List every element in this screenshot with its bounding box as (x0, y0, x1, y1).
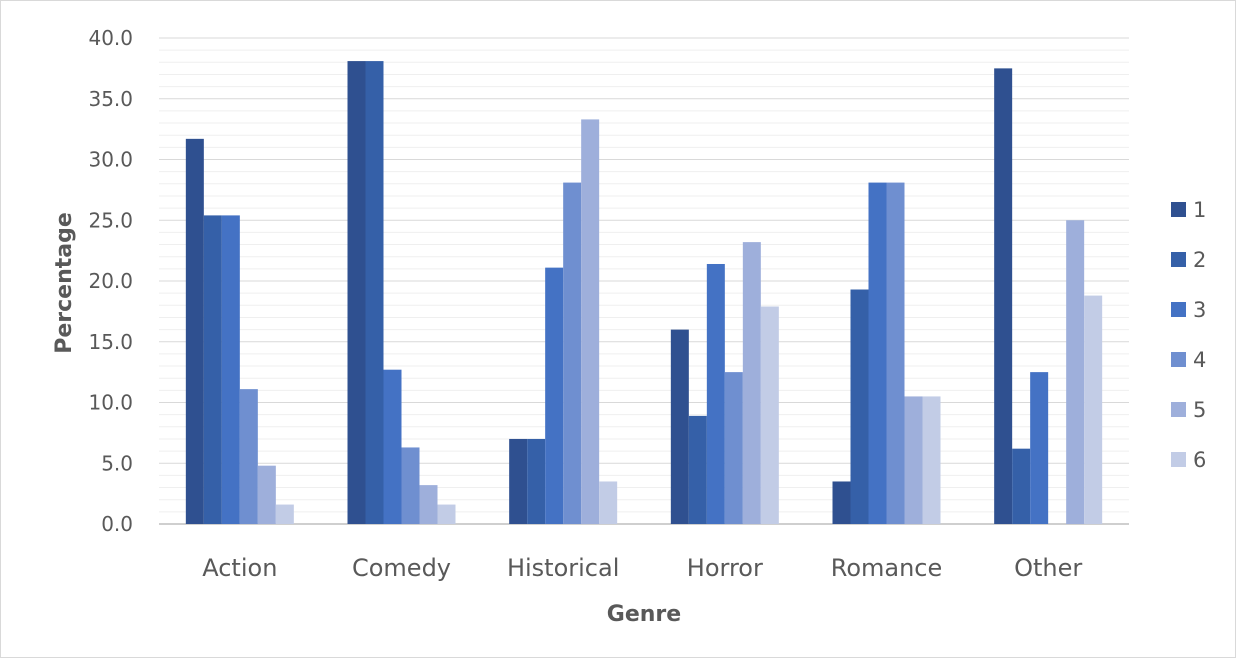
legend-label-2: 2 (1193, 248, 1206, 272)
bar-romance-series-5 (904, 396, 923, 524)
x-category-label: Comedy (352, 554, 451, 582)
legend-label-4: 4 (1193, 348, 1206, 372)
bar-action-series-6 (275, 504, 294, 524)
bar-comedy-series-6 (437, 504, 456, 524)
legend-label-5: 5 (1193, 398, 1206, 422)
y-tick-label: 40.0 (88, 26, 133, 50)
legend-swatch-4 (1171, 352, 1186, 367)
y-axis-ticks: 0.0 5.0 10.0 15.0 20.0 25.0 30.0 35.0 40.0 (88, 26, 133, 536)
y-tick-label: 5.0 (101, 451, 133, 475)
bar-historical-series-4 (563, 182, 582, 524)
bar-action-series-5 (257, 465, 276, 524)
bar-horror-series-1 (670, 329, 689, 524)
x-category-label: Action (202, 554, 277, 582)
y-axis-title: Percentage (52, 212, 77, 354)
bar-historical-series-5 (581, 119, 600, 524)
bar-horror-series-3 (706, 263, 725, 524)
bar-other-series-3 (1030, 372, 1049, 524)
legend-swatch-2 (1171, 252, 1186, 267)
bar-romance-series-4 (886, 182, 905, 524)
bar-romance-series-3 (868, 182, 887, 524)
bar-horror-series-5 (742, 242, 761, 524)
bar-action-series-1 (185, 138, 204, 524)
bar-horror-series-6 (760, 306, 779, 524)
bar-horror-series-2 (688, 415, 707, 524)
legend-label-3: 3 (1193, 298, 1206, 322)
y-tick-label: 20.0 (88, 269, 133, 293)
bar-comedy-series-4 (401, 447, 420, 524)
bar-horror-series-4 (724, 372, 743, 524)
bar-historical-series-6 (599, 481, 618, 524)
legend-swatch-1 (1171, 202, 1186, 217)
bar-comedy-series-5 (419, 485, 438, 524)
bar-romance-series-2 (850, 289, 869, 524)
y-tick-label: 30.0 (88, 148, 133, 172)
bar-action-series-3 (221, 215, 240, 524)
bar-other-series-1 (994, 68, 1013, 524)
x-category-label: Other (1014, 554, 1082, 582)
y-tick-label: 35.0 (88, 87, 133, 111)
bar-comedy-series-2 (365, 61, 384, 525)
bar-comedy-series-3 (383, 369, 402, 524)
legend-swatch-3 (1171, 302, 1186, 317)
bar-comedy-series-1 (347, 61, 366, 525)
x-axis-categories: Action Comedy Historical Horror Romance Other (202, 554, 1082, 582)
bar-romance-series-1 (832, 481, 851, 524)
bar-action-series-2 (203, 215, 222, 524)
bar-historical-series-2 (527, 438, 546, 524)
legend-swatch-5 (1171, 402, 1186, 417)
y-tick-label: 15.0 (88, 330, 133, 354)
bar-other-series-2 (1012, 448, 1031, 524)
bar-other-series-6 (1084, 295, 1103, 524)
x-axis-title: Genre (607, 602, 681, 627)
legend-label-6: 6 (1193, 448, 1206, 472)
legend-swatch-6 (1171, 452, 1186, 467)
bar-other-series-5 (1066, 220, 1085, 524)
gridlines (159, 37, 1129, 525)
bar-romance-series-6 (922, 396, 941, 524)
y-tick-label: 0.0 (101, 512, 133, 536)
legend-label-1: 1 (1193, 198, 1206, 222)
bar-historical-series-1 (509, 438, 528, 524)
bar-historical-series-3 (545, 267, 564, 524)
y-tick-label: 10.0 (88, 391, 133, 415)
y-tick-label: 25.0 (88, 208, 133, 232)
bar-action-series-4 (239, 389, 258, 524)
bars (185, 61, 1103, 525)
x-category-label: Romance (831, 554, 943, 582)
x-category-label: Historical (507, 554, 619, 582)
x-category-label: Horror (687, 554, 763, 582)
legend: 1 2 3 4 5 6 (1171, 198, 1206, 472)
